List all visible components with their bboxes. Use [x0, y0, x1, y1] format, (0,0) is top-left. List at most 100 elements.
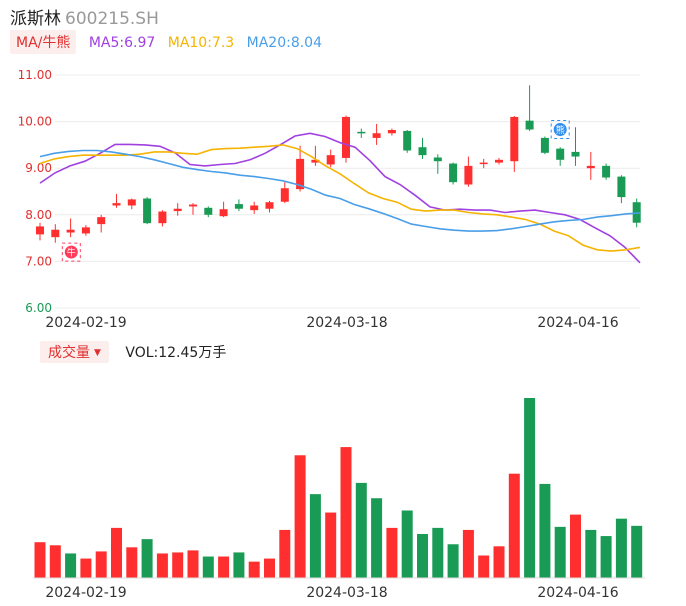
candle-body [280, 188, 289, 202]
candle-body [540, 137, 549, 153]
volume-indicator-selector[interactable]: 成交量 ▼ [40, 341, 109, 363]
volume-date-axis: 2024-02-19 2024-03-18 2024-04-16 [45, 585, 618, 601]
volume-bar [600, 536, 612, 578]
marker-dot [553, 123, 567, 137]
volume-tag-label: 成交量 [48, 345, 90, 361]
candle-body [189, 204, 197, 207]
stock-code: 600215.SH [65, 9, 159, 29]
y-tick-label: 9.00 [25, 161, 52, 175]
candle-body [495, 159, 503, 163]
stock-name: 派斯林 [10, 9, 61, 29]
volume-bar [615, 518, 627, 578]
volume-bar [508, 473, 520, 578]
volume-bar [264, 558, 275, 578]
marker-label: 牛 [67, 247, 76, 259]
volume-bar [233, 552, 245, 578]
volume-bar [417, 534, 428, 578]
candle-body [204, 207, 213, 215]
candle-body [36, 226, 44, 235]
candle-body [173, 208, 182, 212]
volume-bar [126, 547, 138, 578]
volume-bar [432, 527, 444, 578]
x-tick-label: 2024-04-16 [537, 585, 618, 601]
candle-body [449, 163, 458, 183]
volume-bar [631, 525, 643, 578]
volume-legend: 成交量 ▼ VOL:12.45万手 [40, 341, 226, 363]
volume-bar [570, 514, 581, 578]
candle-body [433, 157, 442, 162]
volume-bar [371, 498, 383, 578]
candle-body [479, 162, 488, 165]
volume-bar [401, 510, 413, 578]
marker-frame [61, 242, 81, 262]
ma-legend: MA/牛熊 MA5:6.97 MA10:7.3 MA20:8.04 [10, 30, 322, 54]
ma5-line [39, 132, 641, 264]
volume-bar [294, 455, 306, 578]
candle-body [127, 199, 136, 206]
x-tick-label: 2024-03-18 [306, 585, 387, 601]
volume-bar [49, 545, 61, 578]
bear-icon: 熊 [550, 120, 570, 140]
candle-body [525, 120, 534, 130]
volume-bar [462, 529, 474, 578]
moving-average-lines [39, 132, 641, 264]
volume-bar [585, 529, 597, 578]
candle-body [586, 165, 595, 169]
candle-body [510, 116, 519, 162]
volume-bar [34, 542, 46, 578]
y-tick-label: 7.00 [25, 254, 52, 268]
marker-frame [550, 120, 570, 140]
candle-body [372, 133, 381, 138]
candle-body [556, 148, 565, 160]
volume-bar [325, 512, 337, 578]
candle-body [97, 217, 106, 225]
candle-body [51, 229, 60, 238]
y-tick-label: 8.00 [25, 208, 52, 222]
candle-body [357, 131, 366, 134]
volume-bar [218, 556, 230, 578]
candle-body [234, 204, 243, 209]
candle-body [81, 227, 90, 234]
candle-body [403, 130, 412, 151]
candle-body [143, 198, 152, 224]
price-date-axis: 2024-02-19 2024-03-18 2024-04-16 [45, 315, 618, 331]
x-tick-label: 2024-02-19 [45, 315, 126, 331]
candlesticks [36, 85, 641, 243]
candle-body [602, 165, 611, 178]
candle-body [219, 209, 228, 217]
candle-body [158, 211, 167, 224]
volume-bar [111, 527, 122, 578]
ma20-line [39, 149, 641, 232]
volume-bar [279, 529, 291, 578]
candle-body [617, 176, 626, 198]
signal-markers: 牛熊 [61, 120, 570, 262]
candle-body [418, 147, 427, 156]
candle-body [342, 116, 350, 158]
volume-bar [141, 539, 153, 578]
stock-title: 派斯林 600215.SH [10, 4, 159, 29]
ma-indicator-selector[interactable]: MA/牛熊 [10, 30, 77, 54]
volume-bar [95, 551, 107, 578]
x-tick-label: 2024-03-18 [306, 315, 387, 331]
candle-body [265, 202, 274, 209]
volume-bar [524, 398, 536, 578]
volume-bar [478, 555, 490, 578]
volume-bar [309, 494, 321, 578]
x-tick-label: 2024-04-16 [537, 315, 618, 331]
volume-bar [80, 558, 92, 578]
price-grid [55, 74, 640, 309]
volume-bar [539, 483, 551, 578]
volume-bar [493, 546, 505, 578]
candle-body [571, 151, 580, 157]
volume-value: VOL:12.45万手 [125, 345, 227, 361]
candle-body [250, 205, 259, 211]
volume-bar [187, 550, 199, 578]
candle-body [112, 203, 121, 206]
marker-dot [64, 245, 78, 259]
bull-icon: 牛 [61, 242, 81, 262]
marker-label: 熊 [556, 124, 565, 136]
candle-body [464, 165, 473, 185]
candle-body [326, 155, 335, 165]
volume-bar [248, 561, 260, 578]
y-tick-label: 6.00 [25, 301, 52, 315]
